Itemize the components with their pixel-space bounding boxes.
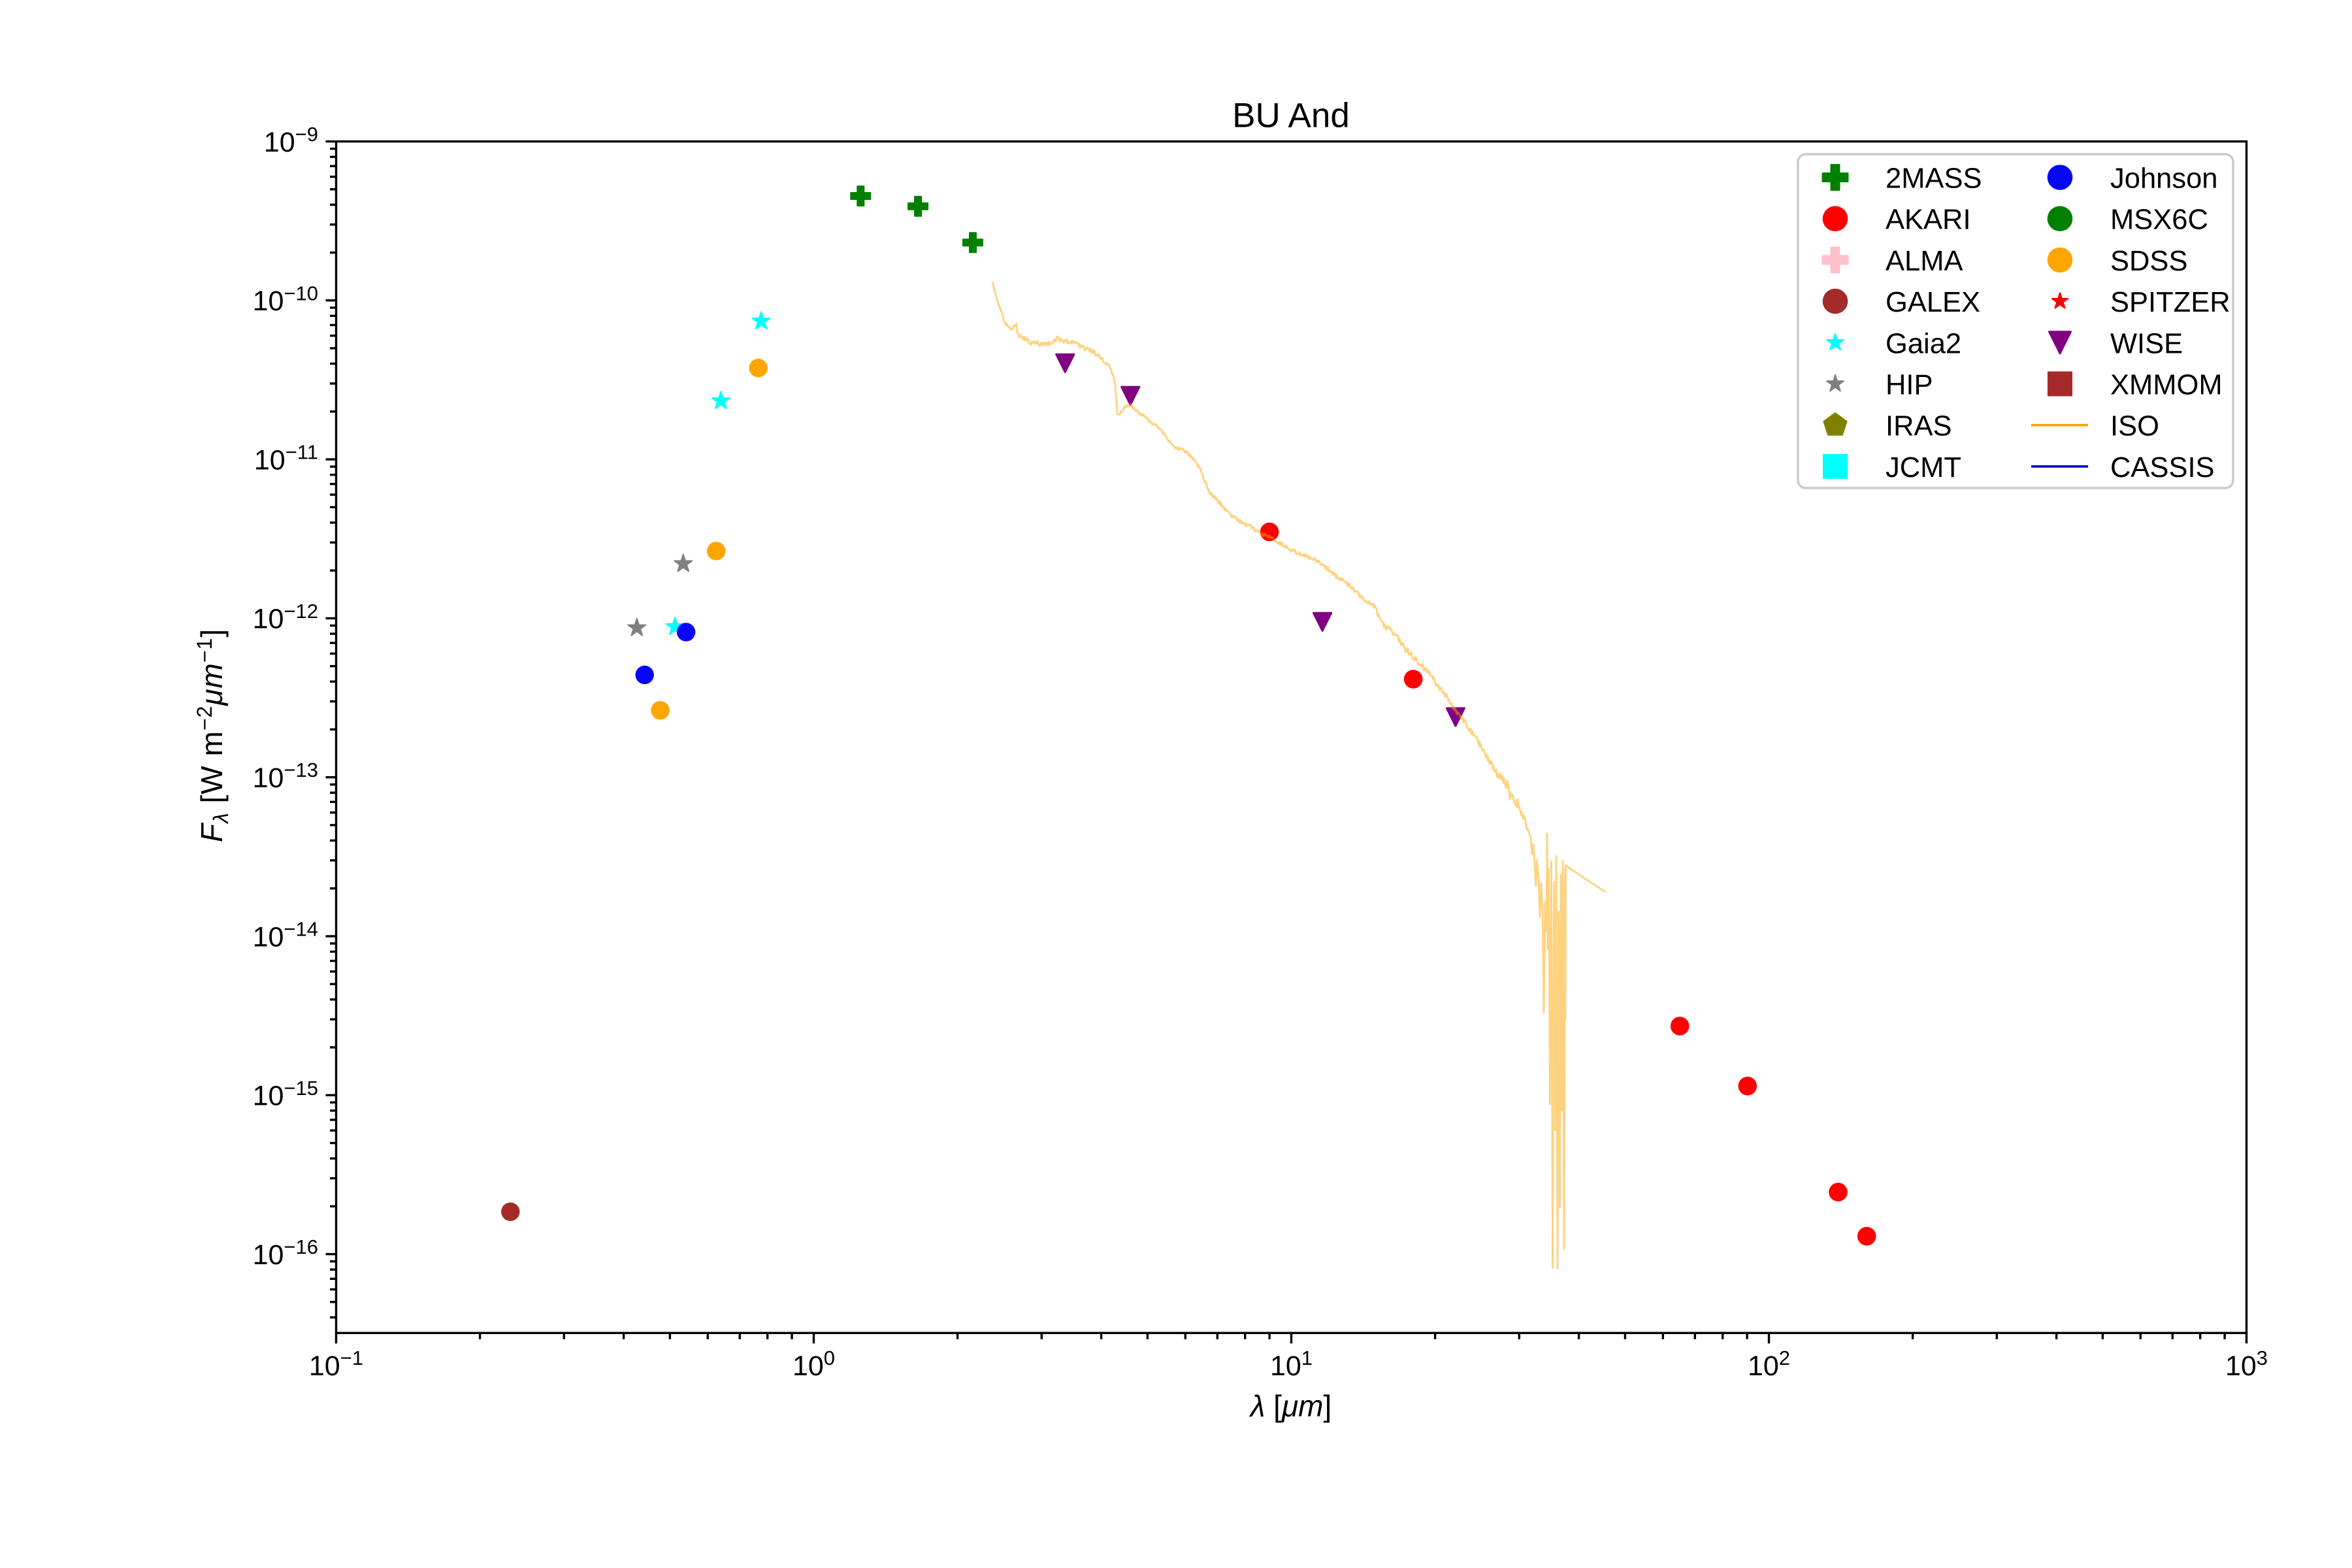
svg-text:ISO: ISO [2110,411,2159,442]
svg-text:Fλ [W m−2μm−1]: Fλ [W m−2μm−1] [193,629,233,842]
svg-text:IRAS: IRAS [1886,411,1952,442]
svg-text:SDSS: SDSS [2110,246,2187,277]
svg-text:AKARI: AKARI [1886,204,1971,236]
svg-text:ALMA: ALMA [1886,246,1963,277]
svg-text:GALEX: GALEX [1886,287,1980,318]
svg-text:2MASS: 2MASS [1886,163,1982,195]
svg-text:JCMT: JCMT [1886,452,1961,483]
svg-text:CASSIS: CASSIS [2110,452,2215,483]
svg-text:HIP: HIP [1886,370,1933,401]
svg-text:Johnson: Johnson [2110,163,2217,195]
svg-text:MSX6C: MSX6C [2110,204,2208,236]
svg-text:WISE: WISE [2110,328,2183,359]
svg-text:λ [μm]: λ [μm] [1249,1389,1332,1423]
svg-text:XMMOM: XMMOM [2110,370,2223,401]
svg-text:BU And: BU And [1232,97,1350,135]
svg-text:100: 100 [792,1347,835,1382]
svg-text:Gaia2: Gaia2 [1886,328,1961,359]
svg-text:SPITZER: SPITZER [2110,287,2230,318]
